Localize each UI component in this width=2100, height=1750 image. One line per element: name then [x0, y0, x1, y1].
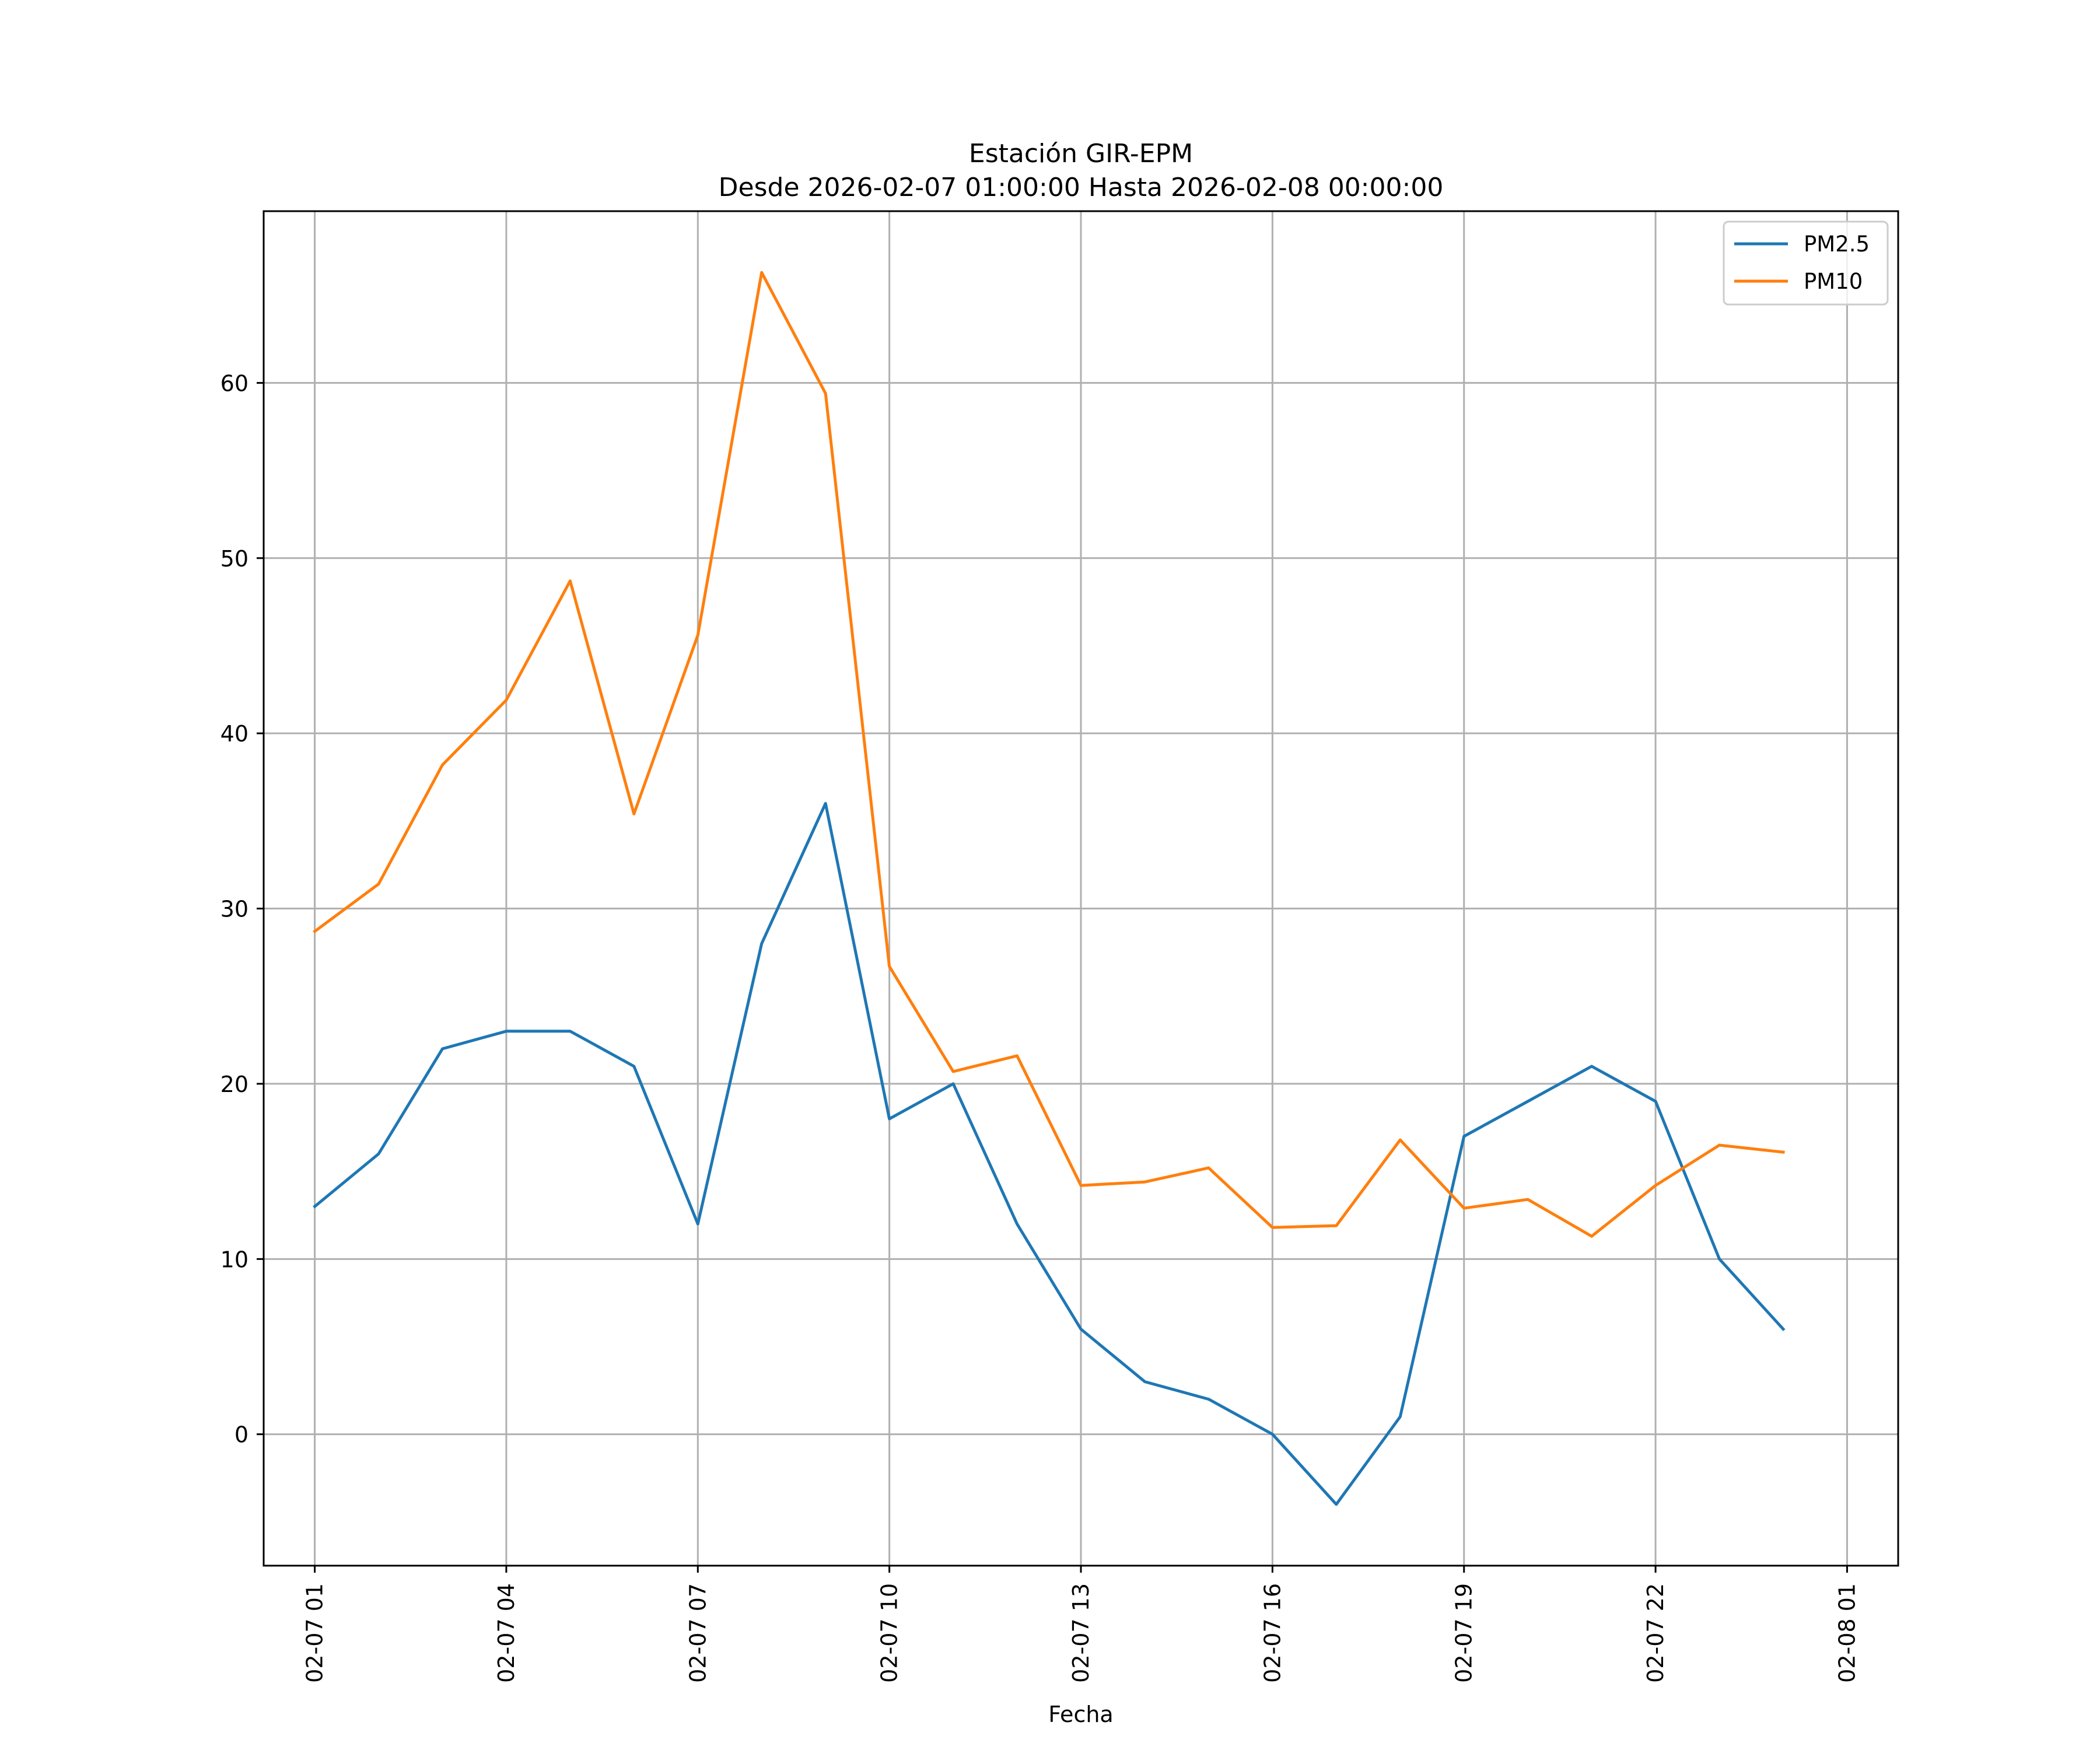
x-tick-label: 02-07 22: [1643, 1583, 1668, 1683]
series-line-pm10: [313, 271, 1785, 1238]
x-axis-label: Fecha: [1048, 1702, 1113, 1727]
y-tick-label: 40: [220, 721, 249, 747]
x-tick-label: 02-07 13: [1068, 1583, 1094, 1683]
x-tick-label: 02-07 04: [494, 1583, 519, 1683]
x-tick-label: 02-07 19: [1451, 1583, 1477, 1683]
x-tick-label: 02-07 01: [302, 1583, 328, 1683]
x-tick-label: 02-08 01: [1834, 1583, 1860, 1683]
series-line-pm25: [313, 802, 1786, 1506]
y-tick-label: 50: [220, 546, 249, 572]
legend-label-pm25: PM2.5: [1804, 232, 1870, 257]
x-tick-label: 02-07 10: [877, 1583, 902, 1683]
legend: PM2.5 PM10: [1723, 220, 1889, 306]
x-tick-label: 02-07 07: [685, 1583, 710, 1683]
x-tick-label: 02-07 16: [1259, 1583, 1285, 1683]
x-axis: 02-07 01 02-07 04 02-07 07 02-07 10 02-07 13…: [302, 1566, 1860, 1683]
y-tick-label: 30: [220, 897, 249, 922]
legend-label-pm10: PM10: [1804, 269, 1863, 294]
y-tick-label: 0: [235, 1422, 249, 1448]
y-tick-label: 10: [220, 1247, 249, 1272]
series-lines: [313, 271, 1786, 1506]
chart-title-line1: Estación GIR-EPM: [969, 139, 1193, 169]
gridlines: [264, 211, 1898, 1566]
chart-title-line2: Desde 2026-02-07 01:00:00 Hasta 2026-02-…: [719, 173, 1444, 202]
y-tick-label: 60: [220, 370, 249, 396]
y-tick-label: 20: [220, 1072, 249, 1097]
y-axis: 0 10 20 30 40 50 60: [220, 370, 264, 1448]
